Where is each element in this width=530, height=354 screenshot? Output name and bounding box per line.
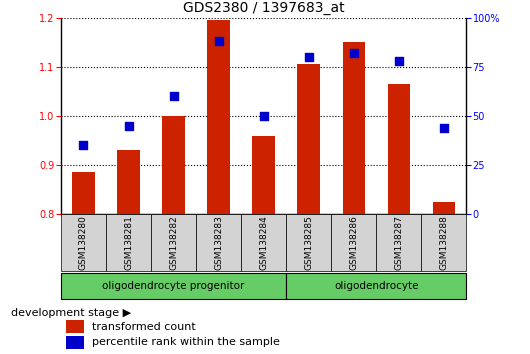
Bar <box>432 202 455 214</box>
Bar <box>117 150 140 214</box>
Text: oligodendrocyte: oligodendrocyte <box>334 281 419 291</box>
Text: transformed count: transformed count <box>92 321 196 332</box>
Text: GSM138288: GSM138288 <box>439 215 448 270</box>
Text: GSM138286: GSM138286 <box>349 215 358 270</box>
Point <box>169 93 178 99</box>
Text: GSM138287: GSM138287 <box>394 215 403 270</box>
Bar <box>61 273 286 299</box>
Bar <box>162 116 185 214</box>
Bar <box>151 214 196 271</box>
Bar <box>61 214 106 271</box>
Bar <box>207 20 230 214</box>
Bar <box>196 214 241 271</box>
Point <box>80 143 88 148</box>
Text: development stage ▶: development stage ▶ <box>11 308 131 318</box>
Bar <box>421 214 466 271</box>
Bar <box>241 214 286 271</box>
Point <box>259 113 268 119</box>
Bar <box>286 214 331 271</box>
Text: GSM138284: GSM138284 <box>259 215 268 270</box>
Point <box>124 123 132 129</box>
Bar <box>297 64 320 214</box>
Bar <box>72 172 95 214</box>
Text: oligodendrocyte progenitor: oligodendrocyte progenitor <box>102 281 245 291</box>
Point <box>214 39 223 44</box>
Point <box>304 54 313 60</box>
Bar <box>66 320 84 333</box>
Text: GSM138282: GSM138282 <box>169 215 178 270</box>
Text: GSM138281: GSM138281 <box>124 215 133 270</box>
Bar <box>387 84 410 214</box>
Bar <box>376 214 421 271</box>
Text: percentile rank within the sample: percentile rank within the sample <box>92 337 279 347</box>
Point <box>440 125 448 131</box>
Text: GSM138285: GSM138285 <box>304 215 313 270</box>
Point <box>350 50 358 56</box>
Bar <box>342 42 365 214</box>
Bar <box>66 336 84 349</box>
Text: GSM138280: GSM138280 <box>79 215 88 270</box>
Bar <box>331 214 376 271</box>
Point <box>394 58 403 64</box>
Bar <box>252 136 275 214</box>
Bar <box>286 273 466 299</box>
Text: GSM138283: GSM138283 <box>214 215 223 270</box>
Title: GDS2380 / 1397683_at: GDS2380 / 1397683_at <box>183 1 344 15</box>
Bar <box>106 214 151 271</box>
